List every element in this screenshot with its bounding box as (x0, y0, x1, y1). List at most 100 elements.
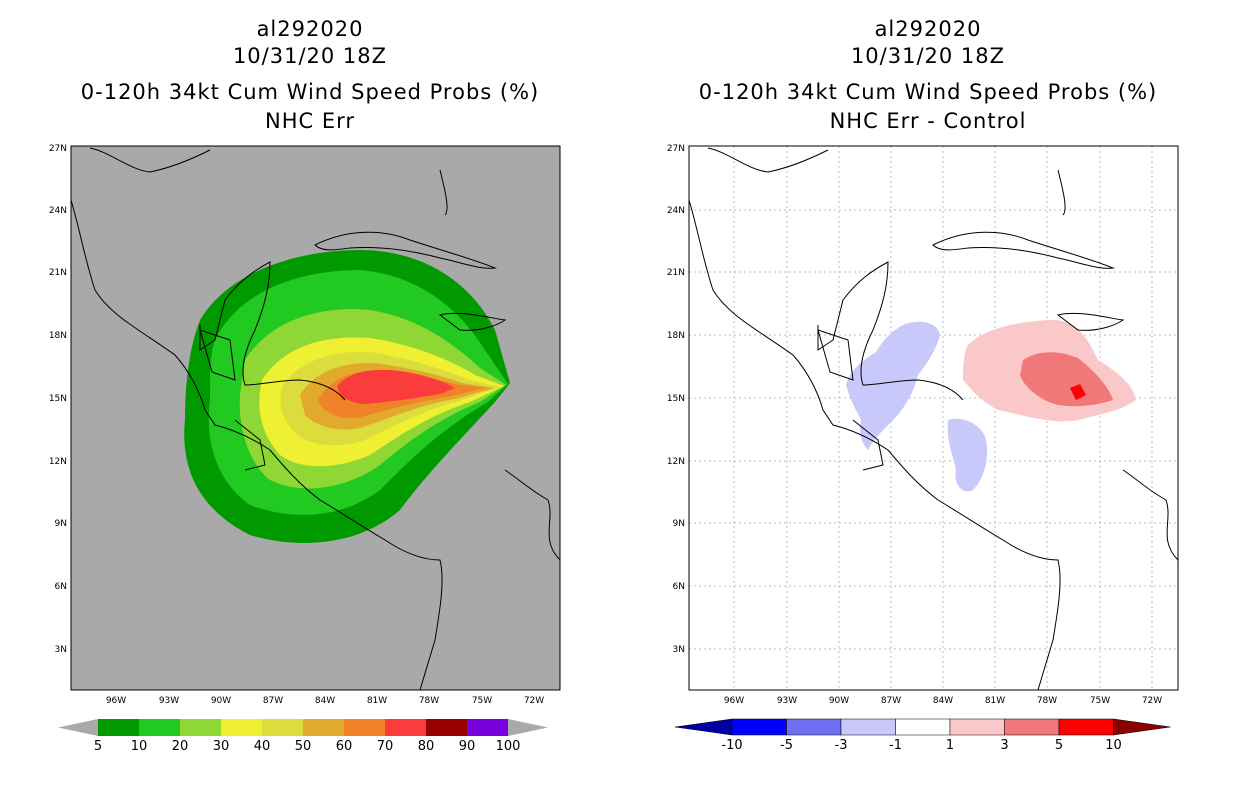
lat-tick-label: 12N (667, 457, 685, 467)
lat-tick-label: 3N (673, 645, 685, 655)
lat-tick-label: 6N (673, 582, 685, 592)
colorbar-label: 70 (377, 739, 394, 754)
colorbar-swatch (385, 719, 426, 736)
colorbar-label: 90 (459, 739, 476, 754)
lon-tick-label: 84W (933, 696, 953, 706)
colorbar-swatch (303, 719, 344, 736)
lon-tick-label: 72W (1142, 696, 1162, 706)
colorbar-label: 10 (1105, 738, 1122, 753)
left-product-title: 0-120h 34kt Cum Wind Speed Probs (%) (80, 80, 540, 104)
left-map: 27N 24N 21N 18N 15N 12N 9N 6N 3N 96W 93W 90W 87W 84W… (49, 144, 561, 754)
right-subtitle: NHC Err - Control (829, 109, 1027, 133)
lon-tick-label: 90W (829, 696, 849, 706)
colorbar-label: 1 (946, 738, 954, 753)
left-colorbar: 5 10 20 30 40 50 60 70 80 90 100 (58, 719, 548, 754)
lat-tick-label: 15N (49, 394, 67, 404)
colorbar-swatch (1004, 718, 1060, 736)
colorbar-swatch (344, 719, 385, 736)
right-map: 27N 24N 21N 18N 15N 12N 9N 6N 3N 96W 93W 90W 87W 84W… (667, 144, 1179, 753)
colorbar-label: 80 (418, 739, 435, 754)
colorbar-arrow-right (1113, 718, 1171, 736)
colorbar-swatch (221, 719, 262, 736)
colorbar-label: -10 (721, 738, 742, 753)
colorbar-label: 5 (94, 739, 102, 754)
left-map-frame (70, 145, 561, 691)
lon-tick-label: 93W (777, 696, 797, 706)
lon-tick-label: 78W (419, 696, 439, 706)
left-lat-axis: 27N 24N 21N 18N 15N 12N 9N 6N 3N (49, 144, 67, 655)
colorbar-label: -5 (780, 738, 793, 753)
left-storm-id: al292020 (256, 17, 364, 41)
colorbar-swatch (467, 719, 508, 736)
colorbar-swatch (786, 718, 842, 736)
lat-tick-label: 9N (55, 519, 67, 529)
right-map-frame (688, 145, 1179, 691)
colorbar-label: 5 (1055, 738, 1063, 753)
right-map-background (689, 146, 1178, 690)
left-probability-contours (184, 250, 510, 543)
right-colorbar: -10 -5 -3 -1 1 3 5 10 (674, 718, 1171, 753)
colorbar-swatch (840, 718, 896, 736)
lon-tick-label: 93W (159, 696, 179, 706)
colorbar-label: 3 (1000, 738, 1008, 753)
right-time: 10/31/20 18Z (850, 44, 1006, 68)
right-coastlines (689, 147, 1178, 690)
lon-tick-label: 75W (1090, 696, 1110, 706)
colorbar-label: -3 (835, 738, 848, 753)
lon-tick-label: 87W (881, 696, 901, 706)
right-gridlines (689, 146, 1178, 690)
lon-tick-label: 90W (211, 696, 231, 706)
lat-tick-label: 27N (667, 144, 685, 154)
right-product-title: 0-120h 34kt Cum Wind Speed Probs (%) (698, 80, 1158, 104)
colorbar-label: 50 (295, 739, 312, 754)
right-lon-axis: 96W 93W 90W 87W 84W 81W 78W 75W 72W (724, 696, 1162, 706)
colorbar-label: 30 (213, 739, 230, 754)
colorbar-swatch (139, 719, 180, 736)
colorbar-arrow-left (58, 719, 98, 736)
colorbar-label: 40 (254, 739, 271, 754)
lon-tick-label: 87W (263, 696, 283, 706)
colorbar-swatch (262, 719, 303, 736)
lat-tick-label: 18N (49, 331, 67, 341)
left-time: 10/31/20 18Z (232, 44, 388, 68)
colorbar-label: 10 (131, 739, 148, 754)
colorbar-label: -1 (889, 738, 902, 753)
lon-tick-label: 81W (985, 696, 1005, 706)
left-coastlines (71, 147, 560, 690)
colorbar-swatch (1058, 718, 1114, 736)
lat-tick-label: 6N (55, 582, 67, 592)
colorbar-arrow-right (508, 719, 548, 736)
lon-tick-label: 96W (106, 696, 126, 706)
colorbar-swatch (180, 719, 221, 736)
lon-tick-label: 96W (724, 696, 744, 706)
lon-tick-label: 75W (472, 696, 492, 706)
left-title-block: al292020 10/31/20 18Z 0-120h 34kt Cum Wi… (30, 16, 590, 135)
lon-tick-label: 81W (367, 696, 387, 706)
lat-tick-label: 21N (667, 268, 685, 278)
right-storm-id: al292020 (874, 17, 982, 41)
right-difference-contours (846, 319, 1136, 492)
lat-tick-label: 15N (667, 394, 685, 404)
lat-tick-label: 9N (673, 519, 685, 529)
lat-tick-label: 12N (49, 457, 67, 467)
right-lat-axis: 27N 24N 21N 18N 15N 12N 9N 6N 3N (667, 144, 685, 655)
colorbar-swatch (98, 719, 139, 736)
colorbar-label: 100 (496, 739, 521, 754)
lat-tick-label: 24N (49, 206, 67, 216)
colorbar-swatch (949, 718, 1005, 736)
lat-tick-label: 3N (55, 645, 67, 655)
left-lon-axis: 96W 93W 90W 87W 84W 81W 78W 75W 72W (106, 696, 544, 706)
lon-tick-label: 72W (524, 696, 544, 706)
lat-tick-label: 27N (49, 144, 67, 154)
lon-tick-label: 78W (1037, 696, 1057, 706)
lon-tick-label: 84W (315, 696, 335, 706)
colorbar-swatch (895, 718, 951, 736)
right-title-block: al292020 10/31/20 18Z 0-120h 34kt Cum Wi… (648, 16, 1208, 135)
lat-tick-label: 24N (667, 206, 685, 216)
colorbar-label: 60 (336, 739, 353, 754)
colorbar-swatch (426, 719, 467, 736)
lat-tick-label: 21N (49, 268, 67, 278)
colorbar-swatch (731, 718, 787, 736)
left-subtitle: NHC Err (264, 109, 355, 133)
lat-tick-label: 18N (667, 331, 685, 341)
